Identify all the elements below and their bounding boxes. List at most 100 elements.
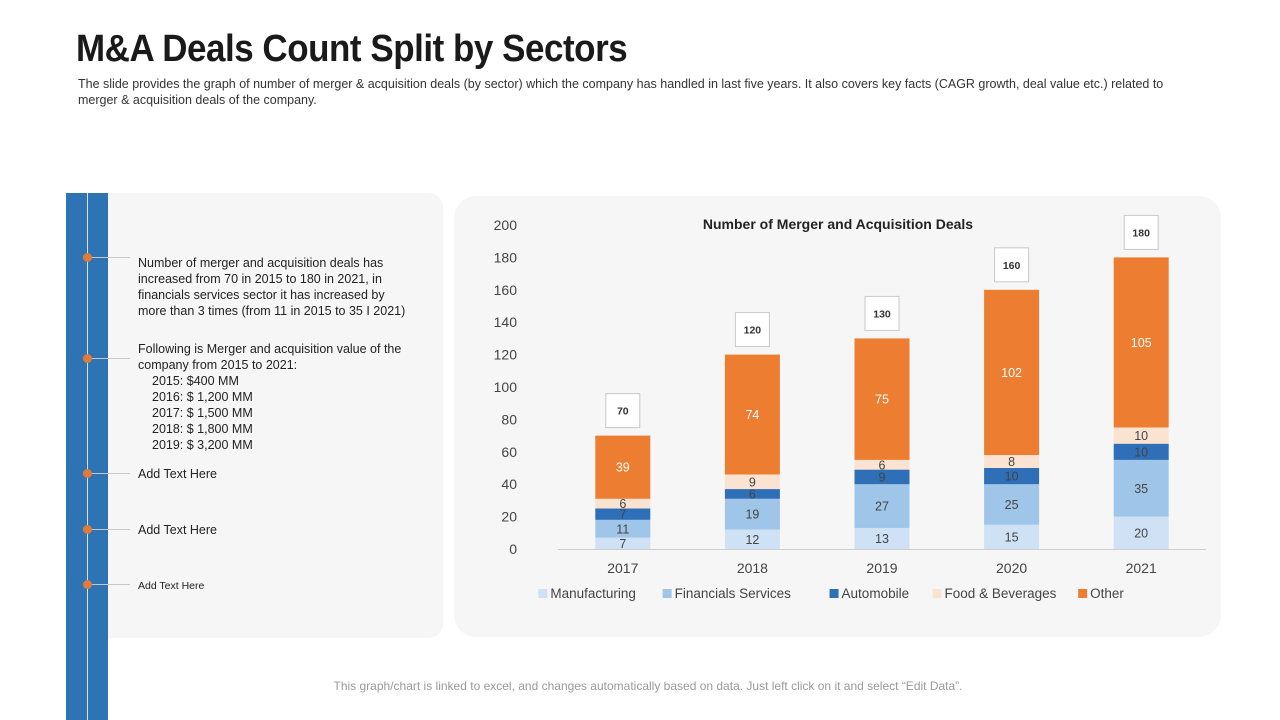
bar-segment (595, 435, 651, 499)
total-label: 120 (744, 325, 762, 337)
bar-segment (854, 338, 910, 460)
data-label: 27 (875, 500, 889, 514)
data-label: 25 (1005, 498, 1019, 512)
data-label: 11 (616, 522, 629, 536)
connector-3 (92, 473, 130, 474)
y-tick-label: 40 (501, 476, 517, 492)
connector-5 (92, 584, 130, 585)
x-tick-label: 2019 (866, 560, 897, 576)
data-label: 13 (875, 532, 889, 546)
y-tick-label: 160 (494, 282, 518, 298)
bar-segment (984, 468, 1040, 485)
timeline-dot-1 (83, 253, 92, 262)
total-box (864, 295, 900, 331)
bar-segment (1113, 459, 1169, 517)
data-label: 10 (1005, 470, 1019, 484)
timeline-line (87, 193, 88, 720)
bar-segment (1113, 443, 1169, 460)
footer-note: This graph/chart is linked to excel, and… (333, 679, 963, 693)
data-label: 39 (616, 461, 630, 475)
y-tick-label: 100 (494, 379, 518, 395)
data-label: 105 (1131, 336, 1152, 350)
note-2: Following is Merger and acquisition valu… (138, 341, 413, 453)
total-label: 160 (1003, 260, 1021, 272)
total-label: 130 (873, 308, 891, 320)
data-label: 10 (1134, 445, 1148, 459)
x-tick-label: 2017 (607, 560, 638, 576)
data-label: 20 (1134, 526, 1148, 540)
note-2-value: 2017: $ 1,500 MM (152, 406, 253, 420)
y-tick-label: 80 (501, 411, 517, 427)
data-label: 8 (1008, 455, 1015, 469)
x-tick-label: 2018 (737, 560, 768, 576)
bar-segment (984, 484, 1040, 525)
legend-swatch (662, 589, 672, 598)
timeline-dot-5 (83, 580, 92, 589)
note-2-value: 2018: $ 1,800 MM (152, 422, 253, 436)
y-tick-label: 60 (501, 444, 517, 460)
bar-segment (595, 537, 651, 549)
note-2-value: 2019: $ 3,200 MM (152, 438, 253, 452)
bar-segment (854, 484, 910, 528)
connector-1 (92, 257, 130, 258)
data-label: 6 (619, 497, 626, 511)
timeline-dot-2 (83, 354, 92, 363)
legend-label: Food & Beverages (945, 586, 1057, 601)
x-tick-label: 2020 (996, 560, 1027, 576)
note-2-intro: Following is Merger and acquisition valu… (138, 342, 402, 372)
data-label: 9 (879, 470, 886, 484)
y-tick-label: 0 (509, 541, 517, 557)
page-subtitle: The slide provides the graph of number o… (78, 77, 1164, 107)
data-label: 6 (879, 458, 886, 472)
legend-label: Manufacturing (550, 586, 636, 601)
note-3: Add Text Here (138, 467, 217, 481)
data-label: 7 (619, 537, 626, 551)
bar-segment (854, 459, 910, 470)
data-label: 75 (875, 393, 889, 407)
legend-swatch (538, 589, 548, 598)
bar-segment (595, 508, 651, 520)
legend-swatch (829, 589, 839, 598)
timeline-dot-4 (83, 525, 92, 534)
bar-segment (984, 455, 1040, 468)
legend-label: Other (1090, 586, 1124, 601)
note-2-value: 2016: $ 1,200 MM (152, 390, 253, 404)
data-label: 10 (1134, 429, 1148, 443)
page-title: M&A Deals Count Split by Sectors (76, 28, 628, 70)
bar-segment (595, 498, 651, 509)
note-2-value: 2015: $400 MM (152, 374, 239, 388)
total-label: 70 (617, 406, 629, 418)
data-label: 7 (619, 508, 626, 522)
total-box (734, 312, 770, 348)
bar-segment (724, 498, 780, 530)
bar-segment (595, 519, 651, 538)
chart-title: Number of Merger and Acquisition Deals (703, 216, 973, 232)
stacked-bar-chart: Number of Merger and Acquisition Deals 0 2… (494, 214, 1206, 601)
bar-segment (984, 289, 1040, 456)
note-1: Number of merger and acquisition deals h… (138, 256, 406, 318)
data-label: 74 (745, 408, 759, 422)
y-tick-label: 140 (494, 314, 518, 330)
y-tick-label: 200 (494, 217, 518, 233)
notes-panel (108, 193, 443, 638)
data-label: 12 (745, 533, 759, 547)
bar-segment (984, 524, 1040, 549)
bar-segment (724, 529, 780, 549)
note-4: Add Text Here (138, 523, 217, 537)
bar-segment (1113, 427, 1169, 444)
data-label: 19 (745, 508, 759, 522)
timeline-dot-3 (83, 469, 92, 478)
total-box (1123, 214, 1159, 250)
y-tick-label: 20 (501, 509, 517, 525)
data-label: 9 (749, 475, 756, 489)
bar-segment (724, 354, 780, 475)
bar-segment (1113, 257, 1169, 428)
legend-swatch (1078, 589, 1088, 598)
bar-segment (1113, 516, 1169, 549)
legend-label: Automobile (842, 586, 910, 601)
note-5: Add Text Here (138, 580, 205, 592)
legend-label: Financials Services (675, 586, 792, 601)
data-label: 15 (1005, 530, 1019, 544)
y-tick-label: 120 (494, 347, 518, 363)
bar-segment (854, 527, 910, 549)
